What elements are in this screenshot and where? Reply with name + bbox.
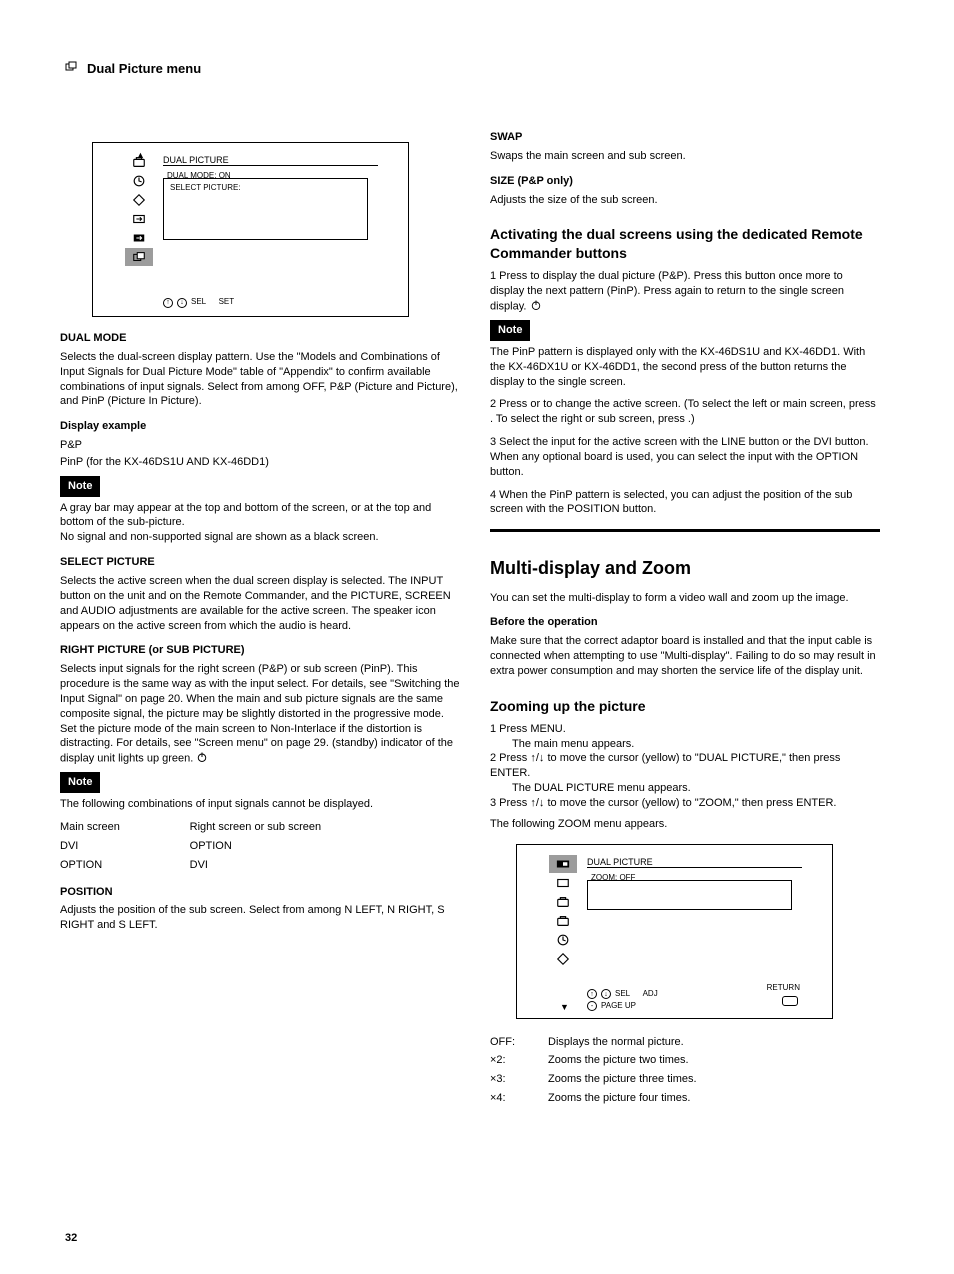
heading-position: POSITION <box>60 885 460 900</box>
text-swap: Swaps the main screen and sub screen. <box>490 149 880 164</box>
page-number: 32 <box>65 1231 77 1246</box>
clock-icon <box>125 172 153 190</box>
note-text-1: A gray bar may appear at the top and bot… <box>60 501 460 546</box>
standby-icon <box>530 299 542 314</box>
heading-activating: Activating the dual screens using the de… <box>490 225 880 263</box>
note-label-1: Note <box>60 476 100 497</box>
return-key-icon <box>782 996 798 1006</box>
osd2-return-label: RETURN <box>767 983 800 994</box>
dual-picture-icon <box>65 61 77 76</box>
heading-multidisplay-zoom: Multi-display and Zoom <box>490 556 880 580</box>
text-size: Adjusts the size of the sub screen. <box>490 193 880 208</box>
section-divider <box>490 529 880 532</box>
heading-size: SIZE (P&P only) <box>490 174 880 189</box>
text-position: Adjusts the position of the sub screen. … <box>60 903 460 933</box>
toolbox2-icon <box>549 912 577 930</box>
note-text-3: The PinP pattern is displayed only with … <box>490 345 880 390</box>
clock-icon <box>549 931 577 949</box>
signal-combo-table: Main screenRight screen or sub screen DV… <box>60 818 460 875</box>
heading-before-op: Before the operation <box>490 615 880 630</box>
note-label-2: Note <box>60 772 100 793</box>
zoom-step-2: 2 Press ↑/↓ to move the cursor (yellow) … <box>490 751 880 781</box>
toolbox-icon <box>125 153 153 171</box>
osd-key-hints: ↑↓ SEL SET <box>163 297 234 308</box>
step2: 2 Press or to change the active screen. … <box>490 397 880 427</box>
zoom-step-3: The DUAL PICTURE menu appears. <box>490 781 880 796</box>
note-text-2: The following combinations of input sign… <box>60 797 460 812</box>
zoom-step-0: 1 Press MENU. <box>490 722 880 737</box>
heading-right-picture: RIGHT PICTURE (or SUB PICTURE) <box>60 643 460 658</box>
label-pnp: P&P <box>60 438 460 453</box>
toolbox-icon <box>549 893 577 911</box>
rect-arrow-icon <box>125 210 153 228</box>
osd-sidebar <box>125 153 153 266</box>
pbyp-icon <box>549 855 577 873</box>
heading-zooming: Zooming up the picture <box>490 697 880 716</box>
text-before-op: Make sure that the correct adaptor board… <box>490 634 880 679</box>
step4: 4 When the PinP pattern is selected, you… <box>490 488 880 518</box>
page-title: Dual Picture menu <box>87 60 201 78</box>
text-dual-mode: Selects the dual-screen display pattern.… <box>60 350 460 409</box>
standby-icon <box>196 751 208 766</box>
diamond-icon <box>549 950 577 968</box>
zoom-options-table: OFF:Displays the normal picture. ×2:Zoom… <box>490 1033 880 1108</box>
note-label-3: Note <box>490 320 530 341</box>
osd-panel: SELECT PICTURE: <box>163 178 368 240</box>
heading-swap: SWAP <box>490 130 880 145</box>
box-arrow-icon <box>125 229 153 247</box>
osd2-sidebar <box>549 855 577 968</box>
arrow-down-icon: ▼ <box>560 1001 569 1013</box>
heading-dual-mode: DUAL MODE <box>60 331 460 346</box>
step3: 3 Select the input for the active screen… <box>490 435 880 480</box>
heading-display-example: Display example <box>60 419 460 434</box>
text-select-picture: Selects the active screen when the dual … <box>60 574 460 633</box>
step1: 1 Press to display the dual picture (P&P… <box>490 269 880 314</box>
left-column: ▲ DUAL PICTURE DUAL MODE: ON SELECT PICT… <box>60 130 460 933</box>
diamond-icon <box>125 191 153 209</box>
osd2-panel <box>587 880 792 910</box>
rect-icon <box>549 874 577 892</box>
zoom-step-4: 3 Press ↑/↓ to move the cursor (yellow) … <box>490 796 880 811</box>
zoom-menu-caption: The following ZOOM menu appears. <box>490 817 880 832</box>
heading-select-picture: SELECT PICTURE <box>60 555 460 570</box>
osd2-key-hints-2: - PAGE UP <box>587 1001 636 1012</box>
zoom-step-1: The main menu appears. <box>490 737 880 752</box>
text-multidisplay-zoom: You can set the multi-display to form a … <box>490 591 880 606</box>
label-pinp: PinP (for the KX-46DS1U AND KX-46DD1) <box>60 455 460 470</box>
dual-icon <box>125 248 153 266</box>
osd-line2: SELECT PICTURE: <box>164 179 367 198</box>
osd2-key-hints-1: ↑↓ SEL ADJ <box>587 989 658 1000</box>
osd-screen-dual-picture: ▲ DUAL PICTURE DUAL MODE: ON SELECT PICT… <box>92 142 409 317</box>
page-header: Dual Picture menu <box>65 60 201 78</box>
right-column: SWAP Swaps the main screen and sub scree… <box>490 130 880 1108</box>
osd-screen-zoom: DUAL PICTURE ▼ ZOOM: OFF ↑↓ SEL ADJ - PA… <box>516 844 833 1019</box>
text-right-picture: Selects input signals for the right scre… <box>60 662 460 766</box>
